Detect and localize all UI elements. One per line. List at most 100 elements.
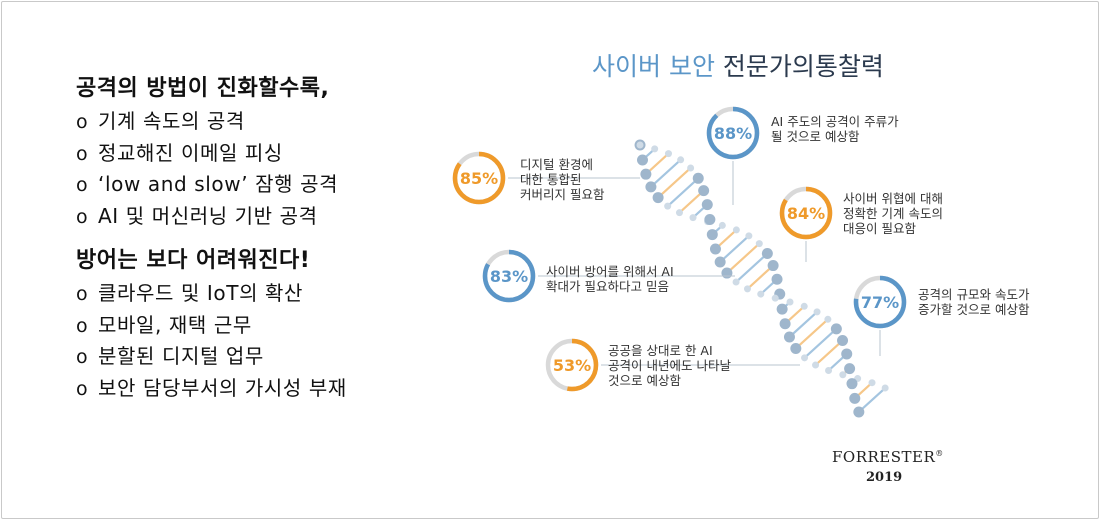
- helix-node: [757, 290, 765, 298]
- ring-progress-88: [706, 106, 760, 160]
- stat-desc-53: 공공을 상대로 한 AI 공격이 내년에도 나타날 것으로 예상함: [608, 343, 731, 388]
- helix-rung: [814, 339, 844, 366]
- helix-node: [636, 141, 644, 149]
- helix-node: [846, 378, 858, 390]
- helix-node: [701, 199, 713, 211]
- helix-node: [801, 354, 809, 362]
- helix-node: [664, 150, 672, 158]
- bullet-icon: o: [76, 174, 89, 196]
- helix-node: [651, 145, 659, 153]
- helix-node: [698, 185, 710, 197]
- ring-backdrop: [544, 337, 600, 393]
- helix-node: [761, 248, 773, 260]
- helix-rung: [746, 264, 774, 290]
- ring-value-84: 84%: [787, 204, 825, 223]
- helix-node: [824, 315, 832, 323]
- ring-progress-85: [452, 151, 506, 205]
- ring-progress-84: [779, 186, 833, 240]
- helix-node: [868, 379, 876, 387]
- heading-attacks: 공격의 방법이 진화할수록,: [76, 76, 330, 101]
- list-item: o ‘low and slow’ 잠행 공격: [76, 169, 347, 201]
- helix-node: [849, 392, 861, 404]
- list-item: o 보안 담당부서의 가시성 부재: [76, 373, 347, 405]
- helix-rung: [657, 167, 692, 199]
- helix-node: [779, 318, 791, 330]
- helix-rung: [666, 177, 699, 207]
- list-item: o 분할된 디지털 업무: [76, 341, 347, 373]
- stat-desc-88: AI 주도의 공격이 주류가 될 것으로 예상함: [771, 114, 899, 144]
- helix-node: [841, 348, 853, 360]
- helix-node: [743, 285, 751, 293]
- stat-desc-77: 공격의 규모와 속도가 증가할 것으로 예상함: [918, 287, 1030, 317]
- helix-node: [800, 302, 808, 310]
- helix-node: [675, 209, 683, 217]
- helix-node: [786, 298, 794, 306]
- stat-desc-84: 사이버 위협에 대해 정확한 기계 속도의 대응이 필요함: [843, 191, 943, 236]
- ring-value-88: 88%: [714, 124, 752, 143]
- helix-rung: [803, 328, 838, 359]
- helix-node: [767, 260, 779, 272]
- ring-progress-77: [853, 275, 907, 329]
- bullet-icon: o: [76, 377, 89, 400]
- bullet-icon: o: [76, 283, 89, 305]
- helix-node: [692, 172, 704, 184]
- list-item: o AI 및 머신러닝 기반 공격: [76, 201, 347, 233]
- helix-node: [714, 256, 726, 268]
- helix-node: [790, 342, 802, 354]
- helix-node: [636, 154, 648, 166]
- helix-node: [881, 384, 889, 392]
- stat-rings: 88% 85% 84% 83% 77% 53%: [451, 105, 908, 393]
- bullet-icon: o: [76, 142, 89, 165]
- ring-progress-53: [545, 338, 599, 392]
- helix-node: [664, 202, 672, 210]
- helix-node: [640, 168, 652, 180]
- ring-value-83: 83%: [490, 267, 528, 286]
- helix-node: [718, 221, 726, 229]
- helix-node: [709, 243, 721, 255]
- helix-rung: [795, 318, 829, 350]
- defense-bullet-list: o 클라우드 및 IoT의 확산 o 모바일, 재택 근무 o 분할된 디지털 업무 …: [76, 278, 347, 404]
- bullet-icon: o: [76, 111, 89, 133]
- helix-node: [839, 371, 847, 379]
- helix-node: [837, 335, 849, 347]
- ring-backdrop: [451, 150, 507, 206]
- dna-helix: [634, 139, 889, 418]
- bullet-icon: o: [76, 205, 89, 228]
- ring-backdrop: [705, 105, 761, 161]
- heading-defense: 방어는 보다 어려워진다!: [76, 248, 311, 273]
- helix-node: [677, 156, 685, 164]
- helix-node: [732, 278, 740, 286]
- helix-node: [732, 226, 740, 234]
- helix-node: [755, 240, 763, 248]
- stat-desc-83: 사이버 방어를 위해서 AI 확대가 필요하다고 믿음: [546, 264, 674, 294]
- helix-node: [783, 331, 795, 343]
- ring-progress-83: [482, 249, 536, 303]
- helix-node: [721, 267, 733, 279]
- helix-node: [830, 323, 842, 335]
- ring-value-85: 85%: [460, 169, 498, 188]
- helix-node: [853, 406, 865, 418]
- ring-backdrop: [481, 248, 537, 304]
- ring-value-77: 77%: [861, 293, 899, 312]
- forrester-logo: FORRESTER®: [832, 448, 944, 466]
- ring-backdrop: [778, 185, 834, 241]
- helix-node: [704, 214, 716, 226]
- helix-node: [844, 363, 856, 375]
- helix-node: [812, 361, 820, 369]
- list-item: o 기계 속도의 공격: [76, 106, 347, 138]
- leader-lines: [508, 161, 881, 366]
- list-item: o 클라우드 및 IoT의 확산: [76, 278, 347, 310]
- bullet-icon: o: [76, 346, 89, 368]
- helix-node: [687, 164, 695, 172]
- helix-rung: [726, 242, 761, 274]
- list-item: o 정교해진 이메일 피싱: [76, 138, 347, 170]
- report-year: 2019: [866, 470, 903, 485]
- helix-rung: [650, 158, 682, 188]
- left-panel: 공격의 방법이 진화할수록, o 기계 속도의 공격 o 정교해진 이메일 피싱 o…: [76, 72, 347, 404]
- helix-node: [771, 294, 779, 302]
- helix-rung: [719, 235, 750, 263]
- helix-node: [745, 232, 753, 240]
- list-item: o 모바일, 재택 근무: [76, 310, 347, 342]
- ring-backdrop: [852, 274, 908, 330]
